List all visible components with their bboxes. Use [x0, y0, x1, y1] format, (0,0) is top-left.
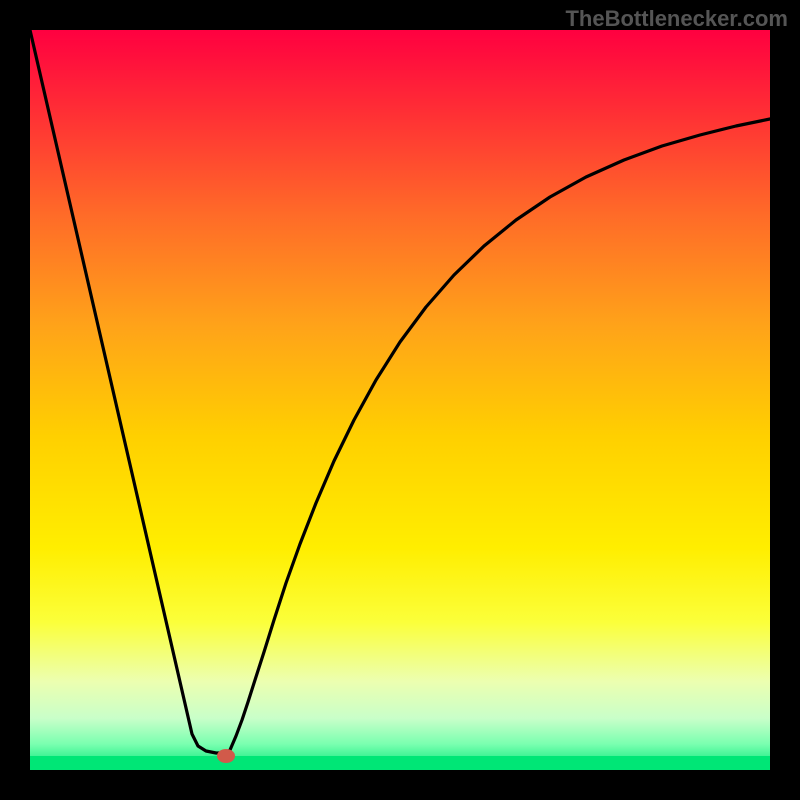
watermark-text: TheBottlenecker.com: [565, 6, 788, 32]
vertex-marker: [217, 749, 235, 763]
chart-container: TheBottlenecker.com: [0, 0, 800, 800]
chart-svg: [30, 30, 770, 770]
chart-background: [30, 30, 770, 770]
plot-area: [30, 30, 770, 770]
bottom-band: [30, 756, 770, 770]
